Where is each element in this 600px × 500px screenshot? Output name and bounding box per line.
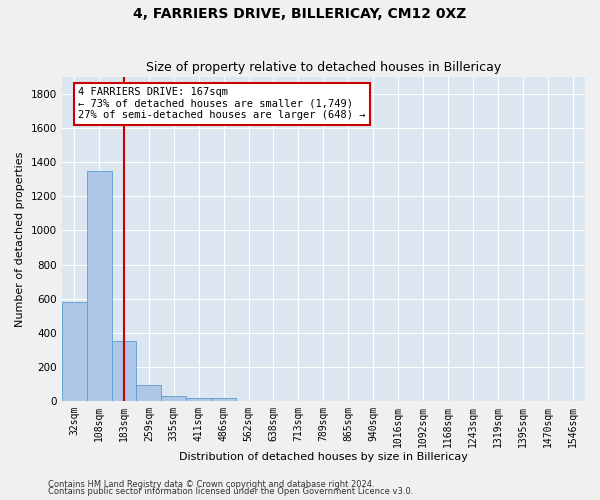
Text: 4, FARRIERS DRIVE, BILLERICAY, CM12 0XZ: 4, FARRIERS DRIVE, BILLERICAY, CM12 0XZ (133, 8, 467, 22)
Bar (112, 342, 136, 401)
Text: Contains public sector information licensed under the Open Government Licence v3: Contains public sector information licen… (48, 487, 413, 496)
Bar (161, 396, 186, 401)
Bar (186, 398, 211, 401)
X-axis label: Distribution of detached houses by size in Billericay: Distribution of detached houses by size … (179, 452, 468, 462)
Bar (136, 385, 161, 401)
Bar (211, 398, 236, 401)
Bar (86, 171, 112, 401)
Title: Size of property relative to detached houses in Billericay: Size of property relative to detached ho… (146, 62, 501, 74)
Text: 4 FARRIERS DRIVE: 167sqm
← 73% of detached houses are smaller (1,749)
27% of sem: 4 FARRIERS DRIVE: 167sqm ← 73% of detach… (78, 88, 365, 120)
Bar (62, 302, 86, 401)
Text: Contains HM Land Registry data © Crown copyright and database right 2024.: Contains HM Land Registry data © Crown c… (48, 480, 374, 489)
Y-axis label: Number of detached properties: Number of detached properties (15, 152, 25, 326)
